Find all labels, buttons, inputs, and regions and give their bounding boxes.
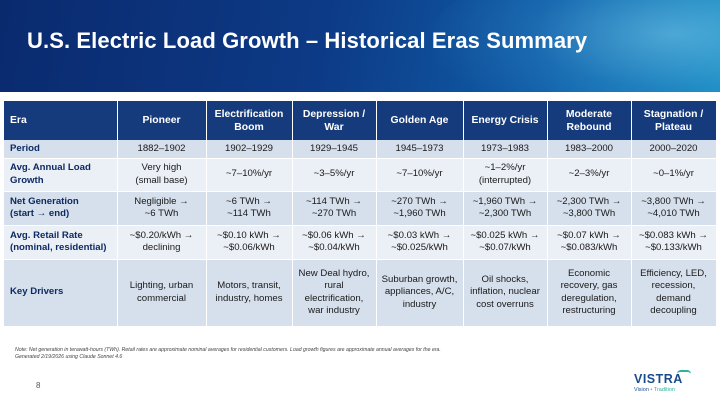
vistra-logo: VISTRA Vision • Tradition xyxy=(634,370,694,400)
header-pioneer: Pioneer xyxy=(117,101,207,140)
table-cell: 1929–1945 xyxy=(292,140,377,159)
table-cell: Suburban growth, appliances, A/C, indust… xyxy=(376,259,464,327)
table-cell: ~3,800 TWh → ~4,010 TWh xyxy=(631,191,717,226)
table-cell: ~$0.06 kWh → ~$0.04/kWh xyxy=(292,225,377,260)
table-cell: 1983–2000 xyxy=(547,140,632,159)
logo-wordmark: VISTRA xyxy=(634,370,694,386)
table-cell: Very high (small base) xyxy=(117,158,207,192)
table-row-period: Period 1882–1902 1902–1929 1929–1945 194… xyxy=(4,140,717,159)
table-cell: ~1,960 TWh → ~2,300 TWh xyxy=(463,191,548,226)
row-label: Net Generation (start → end) xyxy=(4,191,118,226)
slide-title: U.S. Electric Load Growth – Historical E… xyxy=(27,28,588,53)
generated-text: Generated 2/19/2026 using Claude Sonnet … xyxy=(15,354,123,360)
table-header-row: Era Pioneer Electrification Boom Depress… xyxy=(4,101,717,140)
table-cell: Efficiency, LED, recession, demand decou… xyxy=(631,259,717,327)
table-row-net-generation: Net Generation (start → end) Negligible … xyxy=(4,191,717,226)
logo-word: VISTRA xyxy=(634,372,683,386)
row-label: Avg. Annual Load Growth xyxy=(4,158,118,192)
table-cell: 1973–1983 xyxy=(463,140,548,159)
page-number: 8 xyxy=(36,381,41,390)
table-cell: 1882–1902 xyxy=(117,140,207,159)
table-cell: ~$0.07 kWh → ~$0.083/kWh xyxy=(547,225,632,260)
footnote-text: Note: Net generation in terawatt-hours (… xyxy=(15,347,441,353)
header-era: Era xyxy=(4,101,118,140)
table-cell: 2000–2020 xyxy=(631,140,717,159)
header-energy-crisis: Energy Crisis xyxy=(463,101,548,140)
header-stagnation-plateau: Stagnation / Plateau xyxy=(631,101,717,140)
banner-swoosh-decoration xyxy=(420,0,720,92)
table-cell: ~$0.10 kWh → ~$0.06/kWh xyxy=(206,225,293,260)
table-cell: ~$0.025 kWh → ~$0.07/kWh xyxy=(463,225,548,260)
tagline-separator: • xyxy=(650,387,653,393)
row-label: Key Drivers xyxy=(4,259,118,327)
table-cell: ~270 TWh → ~1,960 TWh xyxy=(376,191,464,226)
row-label: Period xyxy=(4,140,118,159)
header-moderate-rebound: Moderate Rebound xyxy=(547,101,632,140)
table-cell: ~$0.083 kWh → ~$0.133/kWh xyxy=(631,225,717,260)
table-cell: ~114 TWh → ~270 TWh xyxy=(292,191,377,226)
tagline-vision: Vision xyxy=(634,387,649,393)
table-cell: ~2,300 TWh → ~3,800 TWh xyxy=(547,191,632,226)
table-cell: ~6 TWh → ~114 TWh xyxy=(206,191,293,226)
table-cell: ~2–3%/yr xyxy=(547,158,632,192)
table-cell: ~$0.20/kWh → declining xyxy=(117,225,207,260)
table-cell: New Deal hydro, rural electrification, w… xyxy=(292,259,377,327)
table-cell: Economic recovery, gas deregulation, res… xyxy=(547,259,632,327)
header-electrification-boom: Electrification Boom xyxy=(206,101,293,140)
table-cell: 1945–1973 xyxy=(376,140,464,159)
table-row-load-growth: Avg. Annual Load Growth Very high (small… xyxy=(4,158,717,192)
table-cell: Oil shocks, inflation, nuclear cost over… xyxy=(463,259,548,327)
table-cell: ~7–10%/yr xyxy=(376,158,464,192)
table-cell: 1902–1929 xyxy=(206,140,293,159)
table-cell: Negligible → ~6 TWh xyxy=(117,191,207,226)
table-cell: Lighting, urban commercial xyxy=(117,259,207,327)
row-label: Avg. Retail Rate (nominal, residential) xyxy=(4,225,118,260)
table-cell: Motors, transit, industry, homes xyxy=(206,259,293,327)
table-cell: ~3–5%/yr xyxy=(292,158,377,192)
logo-tagline: Vision • Tradition xyxy=(634,387,694,393)
table-row-retail-rate: Avg. Retail Rate (nominal, residential) … xyxy=(4,225,717,260)
table-cell: ~1–2%/yr (interrupted) xyxy=(463,158,548,192)
table-cell: ~$0.03 kWh → ~$0.025/kWh xyxy=(376,225,464,260)
logo-arc-accent xyxy=(677,370,691,374)
header-depression-war: Depression / War xyxy=(292,101,377,140)
tagline-tradition: Tradition xyxy=(653,387,675,393)
table-row-key-drivers: Key Drivers Lighting, urban commercial M… xyxy=(4,259,717,327)
table-cell: ~0–1%/yr xyxy=(631,158,717,192)
footnote: Note: Net generation in terawatt-hours (… xyxy=(15,347,635,361)
title-banner: U.S. Electric Load Growth – Historical E… xyxy=(0,0,720,92)
table-cell: ~7–10%/yr xyxy=(206,158,293,192)
eras-summary-table: Era Pioneer Electrification Boom Depress… xyxy=(4,101,717,327)
header-golden-age: Golden Age xyxy=(376,101,464,140)
